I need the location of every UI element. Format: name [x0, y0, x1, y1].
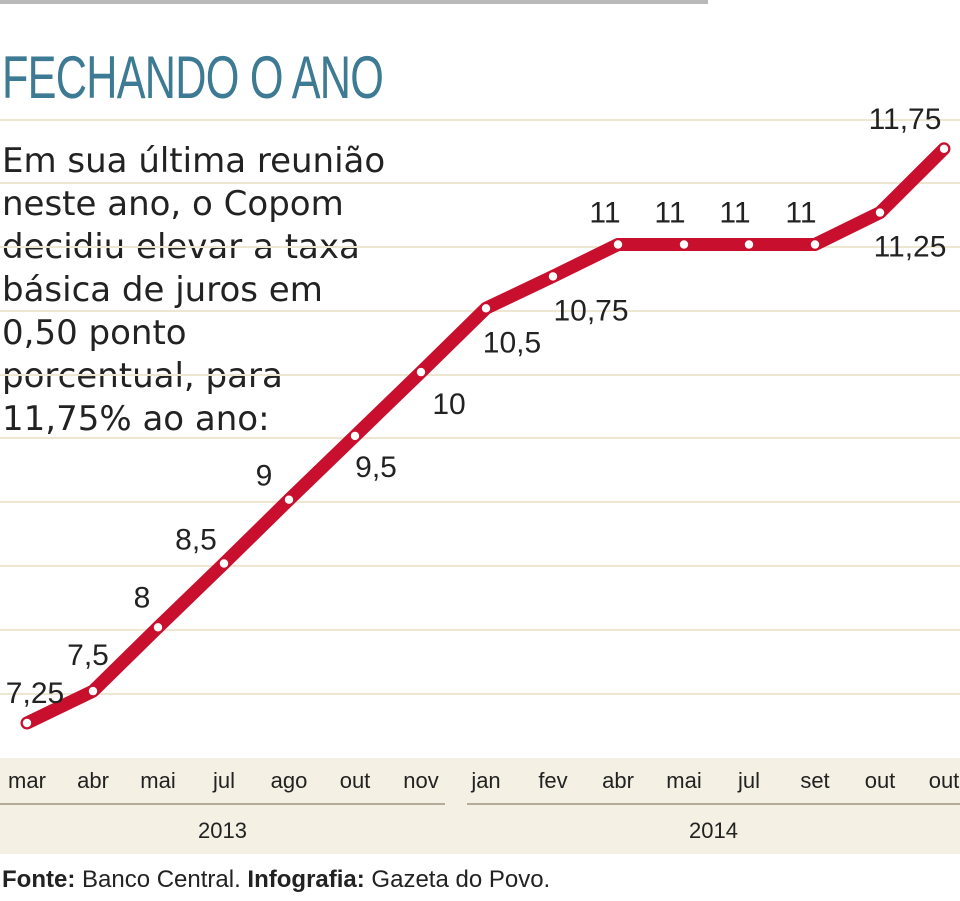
data-point: [284, 495, 294, 504]
description-line: 11,75% ao ano:: [2, 399, 270, 439]
data-point: [679, 240, 689, 249]
x-tick-label: mai: [140, 768, 175, 793]
x-tick-label: abr: [602, 768, 634, 793]
x-tick-label: ago: [271, 768, 308, 793]
top-rule: [0, 0, 708, 4]
x-tick-label: jan: [470, 768, 500, 793]
data-label: 10,5: [483, 326, 541, 359]
data-label: 11: [785, 197, 816, 230]
data-label: 11: [654, 197, 685, 230]
chart-title: FECHANDO O ANO: [2, 44, 384, 111]
data-label: 7,25: [6, 677, 64, 710]
footer-source: Fonte: Banco Central. Infografia: Gazeta…: [2, 866, 550, 894]
x-tick-label: nov: [403, 768, 438, 793]
data-point: [810, 240, 820, 249]
x-tick-label: out: [340, 768, 371, 793]
data-label: 11,75: [869, 103, 942, 136]
data-point: [613, 240, 623, 249]
data-label: 10,75: [553, 294, 628, 327]
series-line: [20, 142, 951, 730]
credit-label: Infografia:: [247, 866, 365, 893]
data-label: 11: [589, 197, 620, 230]
data-label: 7,5: [67, 639, 109, 672]
description-line: Em sua última reunião: [2, 141, 386, 181]
data-point: [153, 623, 163, 632]
x-tick-label: out: [929, 768, 960, 793]
data-label: 10: [432, 388, 465, 421]
x-tick-label: jul: [212, 768, 235, 793]
x-tick-label: out: [865, 768, 896, 793]
data-label: 8: [134, 581, 151, 614]
data-point: [22, 718, 32, 728]
x-axis-band: [0, 758, 960, 854]
data-point: [548, 272, 558, 281]
data-label: 8,5: [175, 524, 217, 557]
year-label: 2013: [198, 818, 247, 843]
x-tick-label: abr: [77, 768, 109, 793]
x-tick-label: mar: [8, 768, 46, 793]
chart-description: Em sua última reunião neste ano, o Copom…: [2, 140, 462, 441]
data-label: 9: [256, 460, 273, 493]
description-line: 0,50 ponto: [2, 313, 187, 353]
data-point: [875, 208, 885, 217]
description-line: neste ano, o Copom: [2, 184, 344, 224]
data-point: [416, 367, 426, 377]
source-label: Fonte:: [2, 866, 76, 893]
data-label: 11,25: [874, 231, 947, 264]
data-point: [88, 686, 98, 696]
credit-value: Gazeta do Povo.: [371, 866, 551, 893]
data-point: [939, 144, 949, 153]
x-tick-label: jul: [737, 768, 760, 793]
data-point: [350, 431, 360, 441]
data-point: [481, 304, 491, 313]
data-label: 9,5: [355, 451, 397, 484]
x-tick-label: set: [800, 768, 829, 793]
data-point: [744, 240, 754, 249]
description-line: básica de juros em: [2, 270, 323, 310]
x-tick-label: fev: [538, 768, 567, 793]
data-point: [219, 559, 229, 568]
x-tick-label: mai: [666, 768, 701, 793]
source-value: Banco Central.: [81, 866, 241, 893]
line-chart: 7,257,5 8 8,5 9 9,5 10 10,5 10,75 11 11 11 11 11,25 1…: [0, 103, 960, 843]
data-label: 11: [719, 197, 750, 230]
year-label: 2014: [689, 818, 738, 843]
